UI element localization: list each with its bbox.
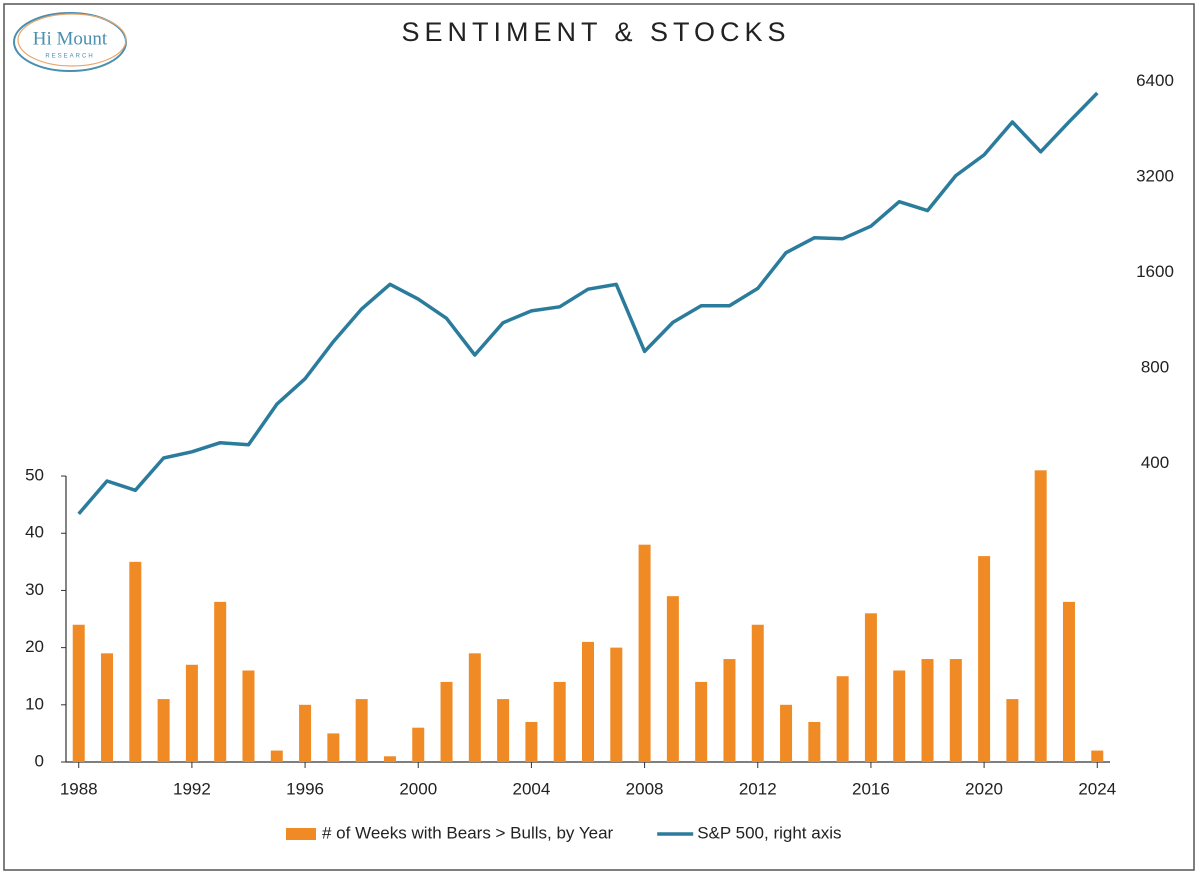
bar (525, 721, 538, 762)
bar (440, 681, 453, 762)
bar (72, 624, 85, 762)
bar (355, 699, 368, 762)
bar (864, 613, 877, 762)
y-tick-label: 40 (25, 523, 44, 542)
bar (893, 670, 906, 762)
x-tick-label: 2024 (1078, 779, 1116, 798)
x-tick-label: 2016 (852, 779, 890, 798)
bar (412, 727, 425, 762)
x-tick-label: 2012 (739, 779, 777, 798)
x-tick-label: 2008 (626, 779, 664, 798)
y2-tick-label: 1600 (1136, 262, 1174, 281)
y-tick-label: 50 (25, 466, 44, 485)
bar (1062, 601, 1075, 762)
y-tick-label: 20 (25, 637, 44, 656)
bar (214, 601, 227, 762)
bar (242, 670, 255, 762)
bar (101, 653, 114, 762)
x-tick-label: 1992 (173, 779, 211, 798)
bar (949, 659, 962, 762)
bar (497, 699, 510, 762)
bar (327, 733, 340, 762)
x-tick-label: 1988 (60, 779, 98, 798)
legend-swatch (286, 828, 316, 840)
bar (751, 624, 764, 762)
y-tick-label: 10 (25, 694, 44, 713)
x-tick-label: 1996 (286, 779, 324, 798)
bar (1006, 699, 1019, 762)
bar (638, 544, 651, 762)
bar (1034, 470, 1047, 762)
x-tick-label: 2000 (399, 779, 437, 798)
bar (553, 681, 566, 762)
y2-tick-label: 6400 (1136, 71, 1174, 90)
bar (723, 659, 736, 762)
bar (808, 721, 821, 762)
bar (270, 750, 283, 762)
bar (695, 681, 708, 762)
y2-tick-label: 3200 (1136, 166, 1174, 185)
line (77, 91, 1099, 516)
bar (383, 756, 396, 762)
bar (582, 641, 594, 762)
legend-label: S&P 500, right axis (697, 823, 841, 842)
y2-tick-label: 400 (1141, 453, 1169, 472)
y2-tick-label: 800 (1141, 358, 1169, 377)
frame (3, 3, 1195, 871)
chart-title: SENTIMENT & STOCKS (401, 17, 790, 47)
bar (129, 561, 142, 762)
x-tick-label: 2020 (965, 779, 1003, 798)
bar (468, 653, 481, 762)
bar (978, 556, 991, 762)
x-tick-label: 2004 (513, 779, 551, 798)
bar (299, 704, 312, 762)
bar (780, 704, 793, 762)
y-tick-label: 0 (35, 751, 44, 770)
bar (185, 664, 198, 762)
legend-label: # of Weeks with Bears > Bulls, by Year (322, 823, 614, 842)
logo-ring (17, 13, 127, 67)
bar (1091, 750, 1104, 762)
bar (836, 676, 849, 762)
y-tick-label: 30 (25, 580, 44, 599)
bar (157, 699, 170, 762)
logo-name: Hi Mount (33, 28, 108, 49)
bar (921, 659, 934, 762)
bar (666, 596, 679, 762)
bar (610, 647, 623, 762)
logo-sub: RESEARCH (45, 54, 94, 60)
